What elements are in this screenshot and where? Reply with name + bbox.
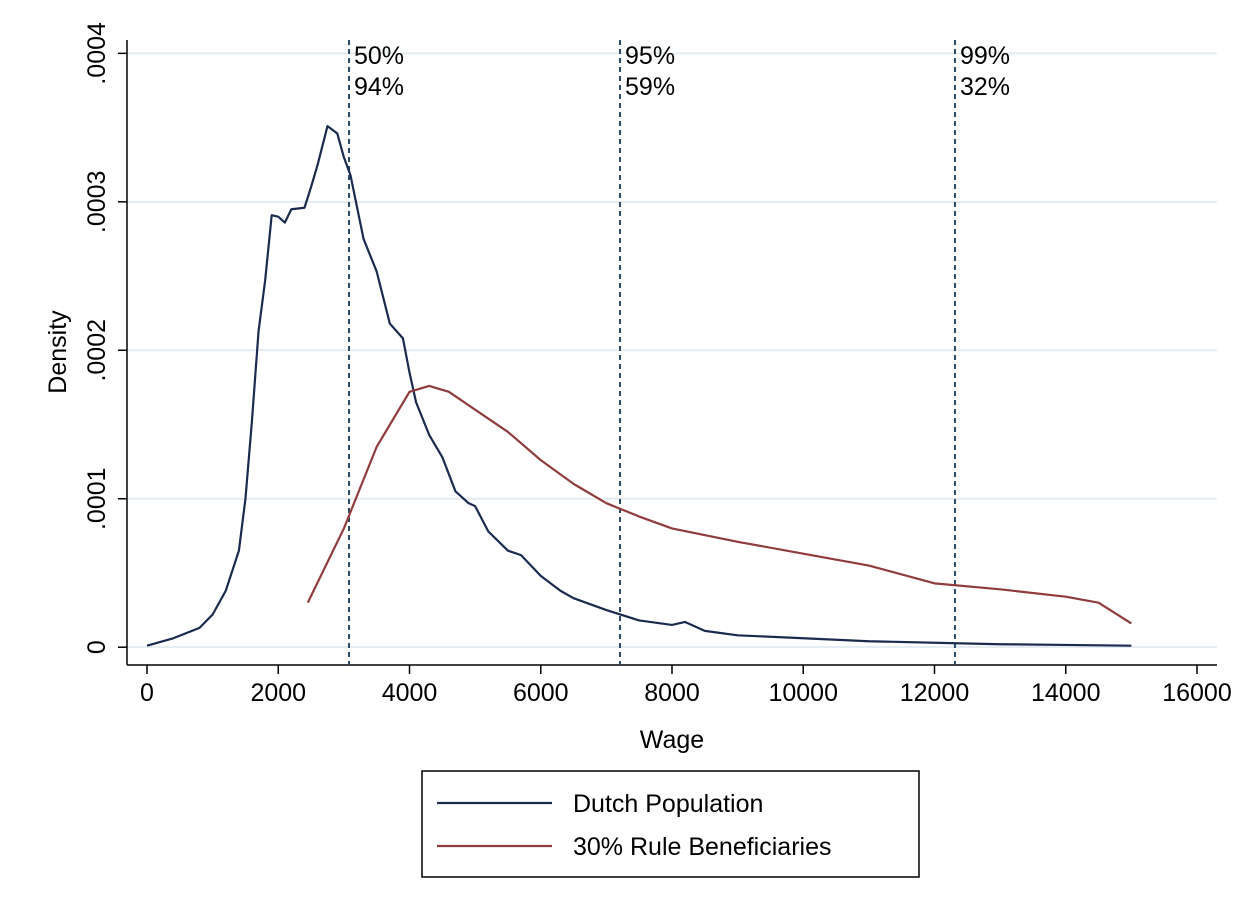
x-tick-label: 14000 [1031, 679, 1101, 707]
y-tick-label: .0004 [83, 22, 111, 85]
reference-label: 95% [625, 42, 675, 70]
x-tick-label: 12000 [900, 679, 970, 707]
series-line [146, 125, 1132, 647]
x-tick-label: 2000 [250, 679, 306, 707]
y-tick-label: .0002 [83, 319, 111, 382]
reference-label: 59% [625, 73, 675, 101]
reference-label: 94% [354, 73, 404, 101]
legend-label: Dutch Population [573, 790, 763, 818]
x-tick-label: 16000 [1162, 679, 1232, 707]
series-line [306, 384, 1132, 625]
legend-box [421, 770, 920, 878]
x-tick-label: 6000 [513, 679, 569, 707]
reference-label: 32% [960, 73, 1010, 101]
x-axis-label: Wage [640, 726, 704, 754]
y-tick-label: 0 [83, 640, 111, 654]
y-axis-label: Density [44, 310, 72, 394]
x-tick-label: 10000 [768, 679, 838, 707]
legend-label: 30% Rule Beneficiaries [573, 833, 831, 861]
y-tick-label: .0003 [83, 171, 111, 234]
x-tick-label: 8000 [644, 679, 700, 707]
x-tick-label: 4000 [382, 679, 438, 707]
reference-label: 99% [960, 42, 1010, 70]
reference-label: 50% [354, 42, 404, 70]
y-tick-label: .0001 [83, 467, 111, 530]
x-tick-label: 0 [140, 679, 154, 707]
